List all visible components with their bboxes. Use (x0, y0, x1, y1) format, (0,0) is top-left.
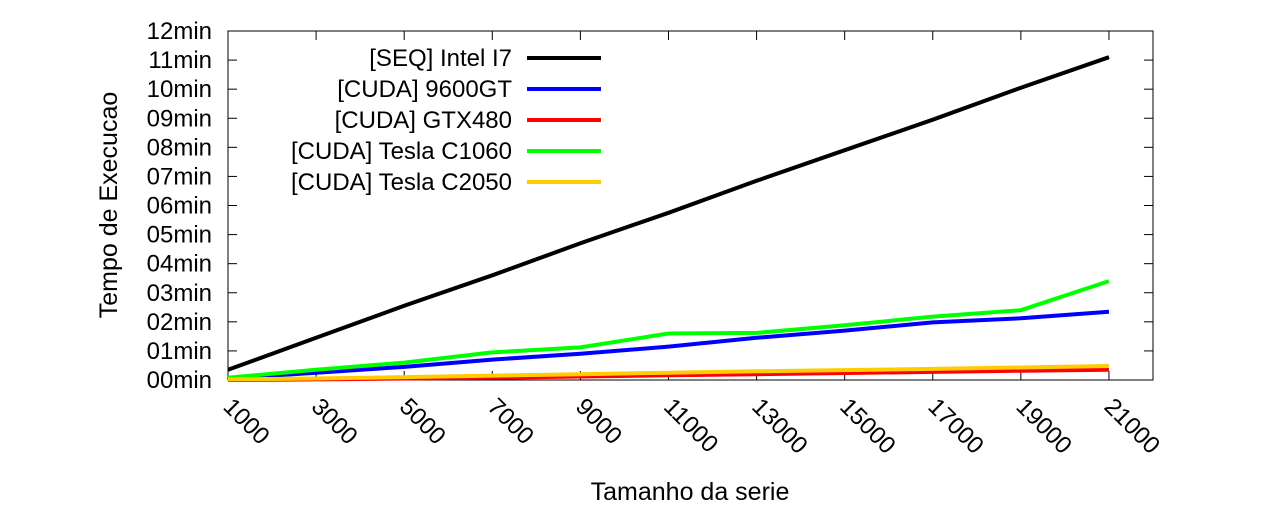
legend-label: [CUDA] Tesla C1060 (291, 138, 512, 165)
y-tick-label: 12min (147, 18, 212, 45)
y-tick-label: 07min (147, 163, 212, 190)
y-tick-label: 00min (147, 367, 212, 394)
x-tick-label: 15000 (834, 393, 900, 459)
x-tick-label: 21000 (1099, 393, 1165, 459)
y-tick-label: 11min (148, 47, 212, 74)
y-tick-label: 05min (147, 222, 212, 249)
legend-label: [CUDA] GTX480 (335, 107, 512, 134)
legend-label: [CUDA] Tesla C2050 (291, 169, 512, 196)
x-tick-label: 5000 (394, 393, 451, 450)
y-tick-label: 10min (147, 76, 212, 103)
series-line-1 (227, 55, 1110, 372)
x-axis-label: Tamanho da serie (591, 478, 790, 506)
legend-label: [SEQ] Intel I7 (369, 45, 512, 72)
x-tick-label: 11000 (658, 393, 723, 458)
series-line-4 (227, 279, 1110, 380)
series-line-2 (227, 309, 1110, 381)
series-line-5 (227, 364, 1110, 382)
x-tick-label: 1000 (218, 393, 275, 450)
y-tick-label: 04min (147, 251, 212, 278)
x-tick-label: 17000 (923, 393, 989, 459)
y-tick-label: 01min (147, 338, 212, 365)
legend-label: [CUDA] 9600GT (337, 76, 512, 103)
x-tick-label: 7000 (482, 393, 539, 450)
y-tick-label: 03min (147, 280, 212, 307)
y-tick-label: 02min (147, 309, 212, 336)
y-tick-label: 08min (147, 134, 212, 161)
x-tick-label: 13000 (746, 393, 812, 459)
x-tick-label: 9000 (570, 393, 627, 450)
series-group (227, 55, 1110, 382)
y-tick-label: 06min (147, 193, 212, 220)
legend: [SEQ] Intel I7 [CUDA] 9600GT [CUDA] GTX480… (291, 45, 601, 196)
x-tick-label: 19000 (1011, 393, 1077, 459)
y-axis-label: Tempo de Execucao (95, 92, 123, 319)
x-tick-label: 3000 (306, 393, 363, 450)
y-tick-label: 09min (147, 105, 212, 132)
